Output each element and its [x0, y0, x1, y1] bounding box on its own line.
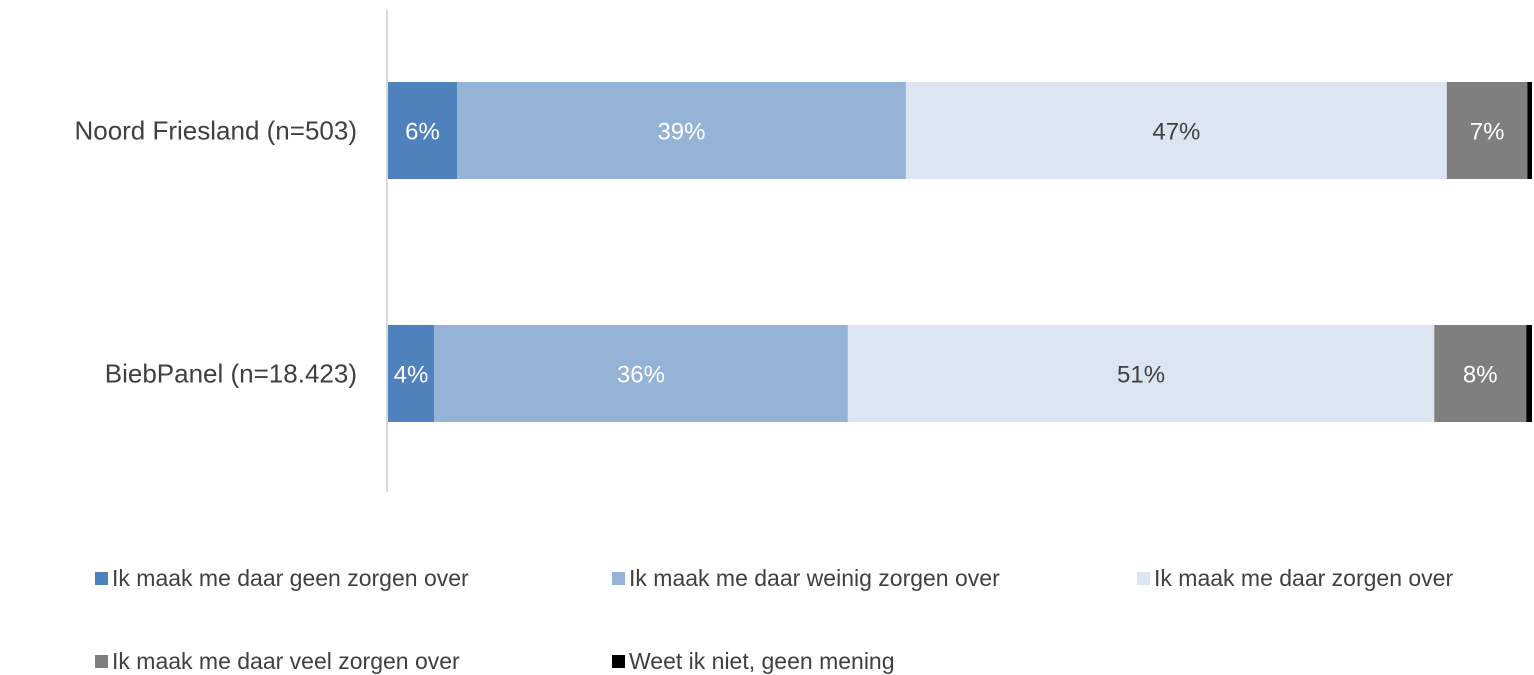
category-label: BiebPanel (n=18.423) [105, 359, 357, 389]
bar-segment-veel-zorgen [1434, 325, 1527, 422]
data-label: 47% [1152, 119, 1200, 146]
category-labels-group: Noord Friesland (n=503) BiebPanel (n=18.4… [74, 116, 357, 389]
bar-segment-geen-zorgen [388, 325, 434, 422]
bar-segment-geen-zorgen [388, 82, 458, 179]
data-label: 51% [1117, 362, 1165, 389]
data-label: 4% [394, 362, 429, 389]
bar-segment-weinig-zorgen [433, 325, 848, 422]
bar-segment-weet-niet [1527, 82, 1532, 179]
bars-group: 6% 39% 47% 7% 4% 36% 51% 8% [388, 82, 1532, 422]
data-label: 39% [657, 119, 705, 146]
bar-segment-weet-niet [1526, 325, 1532, 422]
category-label: Noord Friesland (n=503) [74, 116, 357, 146]
data-label: 6% [405, 119, 440, 146]
bar-segment-zorgen [847, 325, 1435, 422]
bar-segment-veel-zorgen [1446, 82, 1528, 179]
data-label: 36% [617, 362, 665, 389]
data-label: 7% [1470, 119, 1505, 146]
bar-segment-zorgen [905, 82, 1447, 179]
bar-segment-weinig-zorgen [457, 82, 906, 179]
data-label: 8% [1463, 362, 1498, 389]
